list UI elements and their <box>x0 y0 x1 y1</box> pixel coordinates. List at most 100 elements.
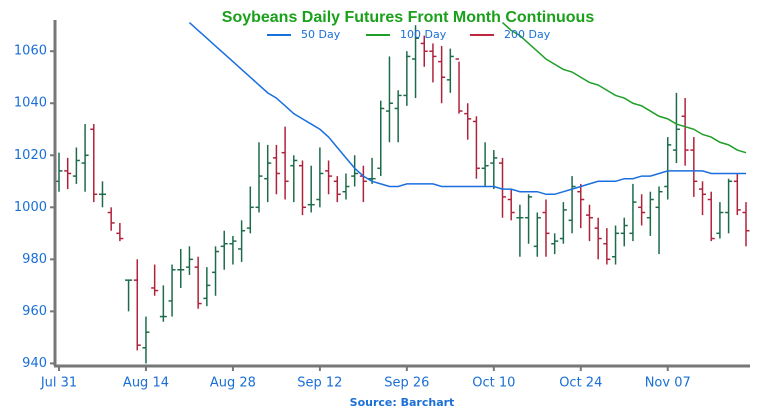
ohlc-bar <box>455 58 463 114</box>
ohlc-bar <box>394 90 402 143</box>
x-tick-label: Aug 28 <box>210 376 256 391</box>
x-tick-label: Sep 12 <box>297 376 342 391</box>
legend-label: 200 Day <box>504 28 551 41</box>
ohlc-bar <box>551 233 559 255</box>
legend-label: 100 Day <box>400 28 447 41</box>
ohlc-bar <box>333 176 341 203</box>
ohlc-bar <box>194 256 202 309</box>
ohlc-bar <box>655 186 663 255</box>
ohlc-bar <box>177 248 185 288</box>
ohlc-bar <box>377 100 385 177</box>
ohlc-bar <box>681 98 689 166</box>
ohlc-bar <box>238 220 246 262</box>
ohlc-bar <box>351 155 359 187</box>
y-tick-label: 1000 <box>14 200 47 215</box>
ohlc-bar <box>212 246 220 296</box>
ohlc-bar <box>525 194 533 244</box>
ohlc-bar <box>246 186 254 234</box>
ohlc-bar <box>481 142 489 187</box>
ohlc-bar <box>203 267 211 307</box>
ohlc-bar <box>81 124 89 192</box>
ohlc-bar <box>142 316 150 364</box>
ohlc-bar <box>72 147 80 184</box>
x-tick-label: Aug 14 <box>123 376 169 391</box>
ohlc-bar <box>664 137 672 200</box>
ohlc-bar <box>490 150 498 190</box>
ohlc-bar <box>429 43 437 83</box>
ohlc-bar <box>298 160 306 216</box>
ohlc-bar <box>464 103 472 140</box>
ohlc-bar <box>646 191 654 236</box>
ma-line <box>502 22 747 154</box>
ohlc-bar <box>446 48 454 93</box>
ohlc-bar <box>638 194 646 226</box>
x-tick-label: Oct 10 <box>472 376 515 391</box>
ohlc-bar <box>672 92 680 164</box>
ohlc-bar <box>125 279 133 312</box>
ohlc-bar <box>116 222 124 242</box>
ma-line <box>188 22 746 196</box>
ohlc-bar <box>272 144 280 195</box>
y-tick-label: 980 <box>22 252 47 267</box>
y-tick-label: 940 <box>22 356 47 371</box>
ohlc-bar <box>594 217 602 260</box>
ohlc-bar <box>98 181 106 208</box>
x-tick-label: Jul 31 <box>40 376 77 391</box>
ohlc-bar <box>542 199 550 257</box>
y-tick-label: 1040 <box>14 96 47 111</box>
ohlc-bar <box>603 228 611 265</box>
ohlc-bar <box>577 183 585 229</box>
ohlc-bar <box>620 217 628 247</box>
ohlc-bar <box>90 124 98 203</box>
ohlc-bar <box>725 178 733 234</box>
ohlc-bar <box>733 173 741 216</box>
ohlc-bar <box>55 152 63 192</box>
source: Source: Barchart <box>350 396 455 409</box>
ohlc-bar <box>585 204 593 242</box>
ohlc-bar <box>707 191 715 242</box>
ohlc-bar <box>133 259 141 351</box>
ohlc-bar <box>159 285 167 322</box>
ohlc-bar <box>690 137 698 197</box>
ohlc-bar <box>316 147 324 208</box>
ohlc-bar <box>281 126 289 200</box>
ohlc-bar <box>168 264 176 317</box>
ohlc-bar <box>499 157 507 218</box>
ohlc-bar <box>559 202 567 244</box>
x-tick-label: Nov 07 <box>645 376 691 391</box>
ohlc-bar <box>185 246 193 275</box>
ohlc-bar <box>290 155 298 203</box>
plot-area <box>55 22 750 364</box>
ohlc-bar <box>412 25 420 99</box>
ohlc-bar <box>255 142 263 213</box>
ohlc-bar <box>699 181 707 216</box>
ohlc-bar <box>568 176 576 234</box>
ohlc-bar <box>151 264 159 296</box>
ohlc-bar <box>403 51 411 106</box>
ohlc-bar <box>629 183 637 242</box>
ohlc-bar <box>264 144 272 203</box>
ohlc-bar <box>220 230 228 270</box>
ohlc-bar <box>533 212 541 257</box>
x-tick-label: Oct 24 <box>559 376 602 391</box>
ohlc-bar <box>612 225 620 265</box>
ohlc-bar <box>472 116 480 179</box>
legend-label: 50 Day <box>301 28 341 41</box>
y-tick-label: 960 <box>22 304 47 319</box>
ohlc-bar <box>507 189 515 221</box>
ohlc-bar <box>307 165 315 213</box>
x-tick-label: Sep 26 <box>384 376 429 391</box>
y-tick-label: 1020 <box>14 148 47 163</box>
ohlc-bar <box>716 202 724 239</box>
ohlc-bar <box>516 204 524 257</box>
ohlc-bar <box>438 46 446 104</box>
ohlc-bar <box>342 173 350 200</box>
ohlc-bar <box>420 35 428 67</box>
ohlc-bar <box>229 235 237 265</box>
ohlc-bar <box>325 160 333 195</box>
y-tick-label: 1060 <box>14 44 47 59</box>
ohlc-bar <box>385 56 393 143</box>
ohlc-bar <box>742 202 750 247</box>
ohlc-bar <box>107 207 115 231</box>
